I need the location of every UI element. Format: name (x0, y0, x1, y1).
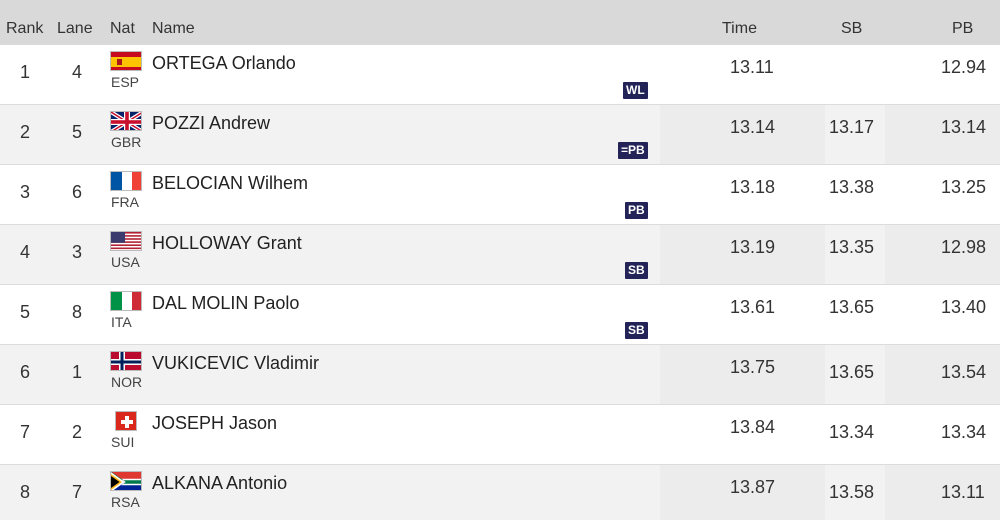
table-row[interactable]: 8 7 RSA ALKANA Antonio 13.87 13.58 13.11 (0, 465, 1000, 520)
table-row[interactable]: 5 8 ITA DAL MOLIN Paolo SB 13.61 13.65 1… (0, 285, 1000, 345)
athlete-name[interactable]: ALKANA Antonio (152, 473, 288, 493)
lane-cell: 8 (72, 302, 83, 322)
time-cell: 13.11 (730, 57, 774, 77)
rank-cell: 2 (20, 122, 31, 142)
header-sb[interactable]: SB (841, 20, 863, 37)
lane-cell: 4 (72, 62, 83, 82)
athlete-name[interactable]: BELOCIAN Wilhem (152, 173, 309, 193)
athlete-name[interactable]: ORTEGA Orlando (152, 53, 296, 73)
rank-cell: 7 (20, 422, 31, 442)
switzerland-flag-icon (115, 411, 137, 431)
country-code: USA (111, 254, 140, 270)
note-badge: SB (625, 262, 648, 279)
sb-cell: 13.34 (829, 422, 875, 442)
table-row[interactable]: 1 4 ESP ORTEGA Orlando WL 13.11 12.94 (0, 45, 1000, 105)
header-lane[interactable]: Lane (57, 20, 93, 37)
uk-flag-icon (110, 111, 142, 131)
lane-cell: 5 (72, 122, 83, 142)
rank-cell: 4 (20, 242, 31, 262)
country-code: ESP (111, 74, 140, 90)
country-code: ITA (111, 314, 132, 330)
lane-cell: 2 (72, 422, 83, 442)
header-time[interactable]: Time (722, 20, 757, 37)
country-code: NOR (111, 374, 143, 390)
table-row[interactable]: 4 3 USA HOLLOWAY Grant SB 13.19 13.35 12… (0, 225, 1000, 285)
time-cell: 13.19 (730, 237, 776, 257)
lane-cell: 1 (72, 362, 83, 382)
header-pb[interactable]: PB (952, 20, 974, 37)
sb-cell: 13.58 (829, 482, 875, 502)
time-cell: 13.84 (730, 417, 776, 437)
france-flag-icon (110, 171, 142, 191)
table-header: Rank Lane Nat Name Time SB PB (0, 0, 1000, 45)
usa-flag-icon (110, 231, 142, 251)
time-cell: 13.87 (730, 477, 776, 497)
table-row[interactable]: 7 2 SUI JOSEPH Jason 13.84 13.34 13.34 (0, 405, 1000, 465)
athlete-name[interactable]: HOLLOWAY Grant (152, 233, 302, 253)
note-badge: =PB (618, 142, 648, 159)
table-row[interactable]: 2 5 GBR POZZI Andrew =PB 13.14 13.17 13.… (0, 105, 1000, 165)
country-code: FRA (111, 194, 139, 210)
rank-cell: 8 (20, 482, 31, 502)
sb-cell: 13.35 (829, 237, 875, 257)
rank-cell: 3 (20, 182, 31, 202)
lane-cell: 6 (72, 182, 83, 202)
country-code: RSA (111, 494, 140, 510)
header-name[interactable]: Name (152, 20, 195, 37)
athlete-name[interactable]: DAL MOLIN Paolo (152, 293, 300, 313)
rank-cell: 5 (20, 302, 31, 322)
header-nat[interactable]: Nat (110, 20, 135, 37)
time-cell: 13.14 (730, 117, 776, 137)
rank-cell: 1 (20, 62, 31, 82)
rank-cell: 6 (20, 362, 31, 382)
athlete-name[interactable]: POZZI Andrew (152, 113, 271, 133)
time-cell: 13.61 (730, 297, 776, 317)
table-row[interactable]: 6 1 NOR VUKICEVIC Vladimir 13.75 13.65 1… (0, 345, 1000, 405)
sb-cell: 13.17 (829, 117, 875, 137)
sb-cell: 13.65 (829, 297, 875, 317)
pb-cell: 13.11 (941, 482, 985, 502)
note-badge: SB (625, 322, 648, 339)
header-rank[interactable]: Rank (6, 20, 44, 37)
pb-cell: 12.94 (941, 57, 987, 77)
athlete-name[interactable]: JOSEPH Jason (152, 413, 278, 433)
south-africa-flag-icon (110, 471, 142, 491)
sb-cell: 13.38 (829, 177, 875, 197)
time-cell: 13.75 (730, 357, 776, 377)
athlete-name[interactable]: VUKICEVIC Vladimir (152, 353, 320, 373)
time-cell: 13.18 (730, 177, 776, 197)
sb-cell: 13.65 (829, 362, 875, 382)
note-badge: PB (625, 202, 648, 219)
pb-cell: 13.25 (941, 177, 987, 197)
country-code: SUI (111, 434, 135, 450)
norway-flag-icon (110, 351, 142, 371)
italy-flag-icon (110, 291, 142, 311)
note-badge: WL (623, 82, 648, 99)
pb-cell: 13.40 (941, 297, 987, 317)
lane-cell: 7 (72, 482, 83, 502)
spain-flag-icon (110, 51, 142, 71)
table-row[interactable]: 3 6 FRA BELOCIAN Wilhem PB 13.18 13.38 1… (0, 165, 1000, 225)
pb-cell: 13.34 (941, 422, 987, 442)
pb-cell: 13.14 (941, 117, 987, 137)
pb-cell: 12.98 (941, 237, 987, 257)
lane-cell: 3 (72, 242, 83, 262)
pb-cell: 13.54 (941, 362, 987, 382)
country-code: GBR (111, 134, 142, 150)
